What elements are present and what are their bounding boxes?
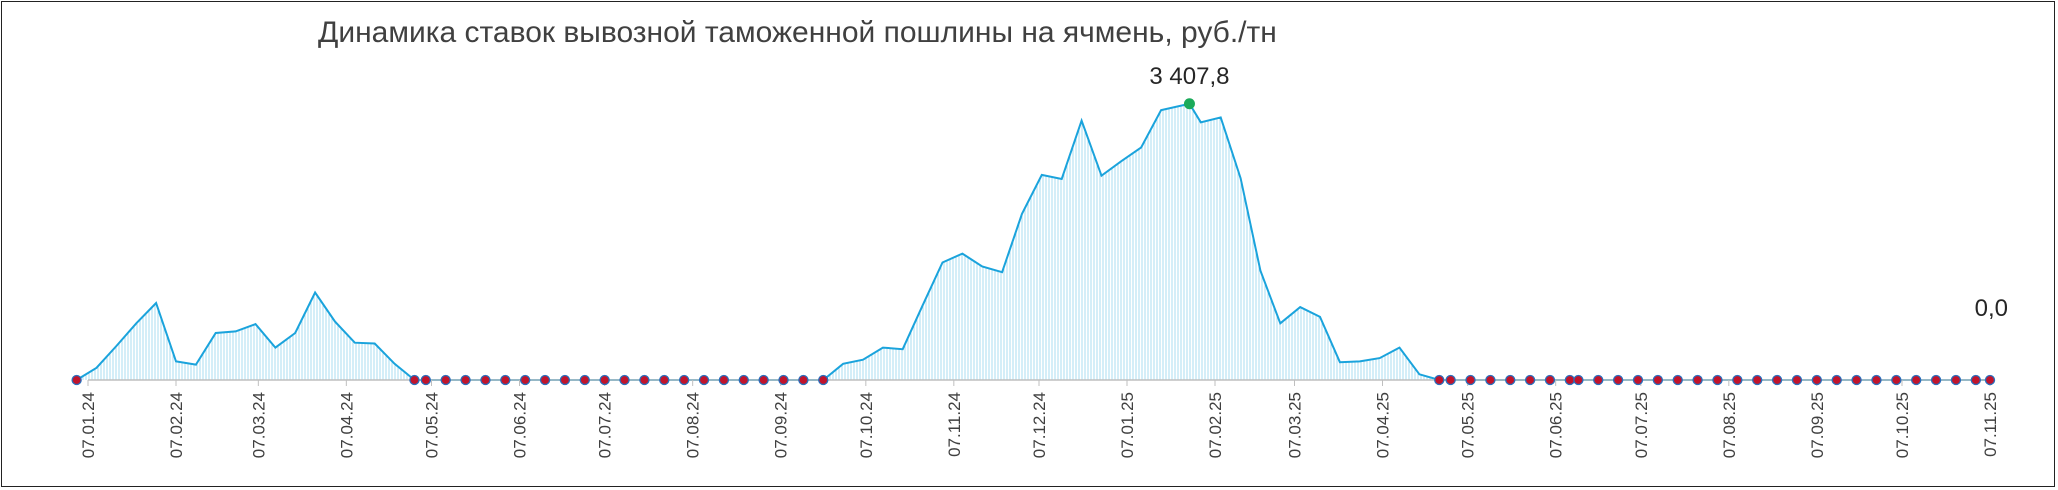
x-tick-label: 07.10.24 (857, 392, 876, 458)
zero-point-marker (1891, 374, 1902, 386)
zero-point-marker (1445, 374, 1456, 386)
zero-point-marker (520, 374, 531, 386)
x-tick-label: 07.03.24 (249, 392, 268, 458)
x-tick-label: 07.07.25 (1632, 392, 1651, 458)
zero-point-marker (758, 374, 769, 386)
zero-point-marker (1485, 374, 1496, 386)
annotations: 3 407,8 0,0 (1149, 63, 2008, 322)
x-tick-label: 07.08.25 (1720, 392, 1739, 458)
zero-point-marker (1831, 374, 1842, 386)
zero-point-marker (500, 374, 511, 386)
series-line (76, 102, 1990, 381)
x-tick-label: 07.01.24 (79, 392, 98, 458)
max-point-marker (1183, 98, 1195, 110)
zero-point-marker (1505, 374, 1516, 386)
area-fill (79, 104, 1437, 380)
zero-point-marker (599, 374, 610, 386)
zero-point-marker (698, 374, 710, 386)
last-value-label: 0,0 (1975, 295, 2008, 322)
x-tick-label: 07.08.24 (684, 392, 703, 458)
zero-markers (71, 374, 1996, 386)
chart-title: Динамика ставок вывозной таможенной пошл… (318, 16, 1277, 49)
zero-point-marker (1911, 374, 1922, 386)
x-tick-label: 07.10.25 (1893, 392, 1912, 458)
max-value-label: 3 407,8 (1149, 63, 1229, 90)
x-tick-label: 07.03.25 (1285, 392, 1304, 458)
x-tick-label: 07.09.24 (772, 392, 791, 458)
zero-point-marker (798, 374, 809, 386)
zero-point-marker (659, 374, 670, 386)
x-tick-label: 07.11.25 (1981, 392, 2000, 457)
zero-point-marker (818, 374, 829, 386)
zero-point-marker (1593, 374, 1604, 386)
zero-point-marker (559, 374, 571, 386)
zero-point-marker (1672, 374, 1683, 386)
zero-point-marker (1970, 374, 1981, 386)
zero-point-marker (1564, 374, 1576, 386)
zero-point-marker (1732, 374, 1743, 386)
x-tick-label: 07.01.25 (1118, 392, 1137, 458)
zero-point-marker (480, 374, 491, 386)
zero-point-marker (1950, 374, 1962, 386)
x-tick-label: 07.04.24 (337, 392, 356, 458)
zero-point-marker (1930, 374, 1942, 386)
zero-point-marker (1811, 374, 1822, 386)
zero-point-marker (1465, 374, 1476, 386)
zero-point-marker (1544, 374, 1556, 386)
zero-point-marker (409, 374, 420, 386)
zero-point-marker (738, 374, 749, 386)
zero-point-marker (778, 374, 789, 386)
zero-point-marker (460, 374, 471, 386)
zero-point-marker (71, 374, 82, 386)
zero-point-marker (1851, 374, 1862, 386)
zero-point-marker (1791, 374, 1803, 386)
zero-point-marker (579, 374, 590, 386)
zero-point-marker (420, 374, 431, 386)
x-tick-label: 07.12.24 (1030, 392, 1049, 458)
x-tick-label: 07.02.24 (167, 392, 186, 458)
zero-point-marker (1752, 374, 1763, 386)
x-tick-label: 07.06.25 (1547, 392, 1566, 458)
x-tick-label: 07.04.25 (1373, 392, 1392, 458)
zero-point-marker (1771, 374, 1783, 386)
zero-point-marker (1984, 374, 1996, 386)
x-tick-label: 07.02.25 (1206, 392, 1225, 458)
zero-point-marker (639, 374, 650, 386)
x-tick-label: 07.05.24 (422, 392, 441, 458)
x-tick-label: 07.06.24 (510, 392, 529, 458)
zero-point-marker (1632, 374, 1644, 386)
zero-point-marker (1612, 374, 1624, 386)
zero-point-marker (718, 374, 730, 386)
x-tick-label: 07.05.25 (1459, 392, 1478, 458)
zero-point-marker (440, 374, 451, 386)
zero-point-marker (1434, 374, 1445, 386)
zero-point-marker (1712, 374, 1723, 386)
zero-point-marker (1524, 374, 1536, 386)
zero-point-marker (1652, 374, 1664, 386)
x-tick-label: 07.07.24 (596, 392, 615, 458)
zero-point-marker (1692, 374, 1703, 386)
zero-point-marker (1573, 374, 1584, 386)
x-tick-label: 07.09.25 (1808, 392, 1827, 458)
x-tick-label: 07.11.24 (945, 392, 964, 457)
x-axis-ticks: 07.01.24 07.02.24 07.03.24 07.04.24 07.05.24… (79, 380, 2000, 458)
zero-point-marker (619, 374, 630, 386)
zero-point-marker (539, 374, 551, 386)
zero-point-marker (1871, 374, 1882, 386)
zero-point-marker (678, 374, 690, 386)
